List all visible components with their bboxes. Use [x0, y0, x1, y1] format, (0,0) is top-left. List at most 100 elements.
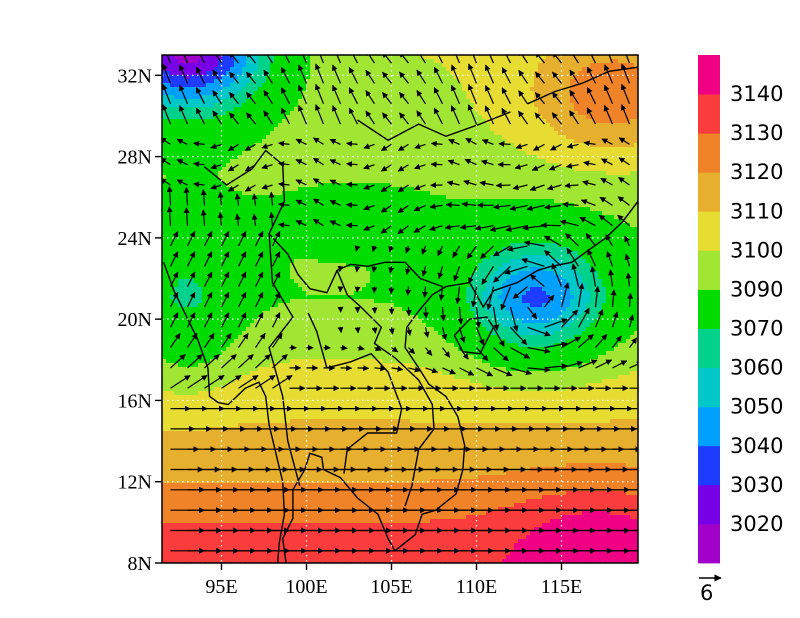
wind-vector — [467, 104, 478, 125]
wind-vector — [532, 143, 545, 151]
wind-vector — [531, 164, 545, 171]
x-tick-label: 100E — [285, 576, 327, 598]
wind-vector — [480, 159, 494, 166]
x-tick-label: 95E — [205, 576, 237, 598]
colorbar-swatch — [698, 250, 720, 290]
wind-vector — [212, 90, 223, 105]
wind-vector — [166, 206, 173, 226]
wind-vector — [227, 184, 239, 192]
coastline-6 — [268, 233, 301, 486]
coastline-9 — [357, 111, 511, 142]
y-tick-label: 24N — [118, 228, 152, 250]
wind-vector — [413, 184, 426, 191]
wind-vector — [254, 291, 264, 308]
wind-vector — [467, 83, 478, 105]
wind-vector — [600, 158, 613, 166]
wind-vector — [186, 312, 196, 328]
wind-vector — [278, 222, 290, 229]
wind-vector — [561, 309, 579, 328]
wind-vector — [162, 83, 172, 105]
wind-vector — [272, 332, 283, 348]
colorbar-swatch — [698, 328, 720, 369]
wind-vector — [220, 251, 230, 267]
wind-vector — [237, 312, 247, 328]
wind-vector — [518, 55, 529, 64]
wind-vector — [278, 201, 290, 208]
wind-vector — [374, 345, 382, 352]
wind-vector — [329, 179, 341, 186]
wind-vector — [450, 84, 461, 105]
wind-vector — [624, 253, 631, 267]
wind-vector — [475, 306, 482, 329]
wind-vector — [195, 87, 206, 105]
wind-vector — [179, 64, 189, 84]
wind-vector — [200, 209, 207, 226]
wind-vector — [603, 84, 614, 105]
wind-vector — [363, 204, 375, 211]
wind-vector — [484, 64, 495, 84]
colorbar-label: 3130 — [730, 121, 783, 145]
wind-vector — [166, 185, 173, 206]
wind-vector — [193, 161, 205, 168]
wind-vector — [348, 66, 359, 84]
wind-vector — [332, 64, 342, 84]
wind-vector — [627, 292, 634, 308]
wind-vector — [203, 291, 213, 308]
wind-vector — [212, 55, 223, 64]
wind-vector — [227, 143, 239, 152]
wind-vector — [586, 86, 597, 105]
y-axis: 8N 12N 16N 20N 24N 28N 32N — [118, 65, 162, 575]
wind-vector — [329, 199, 341, 206]
wind-vector — [186, 271, 196, 287]
wind-vector — [484, 84, 495, 105]
wind-vector — [493, 203, 511, 210]
wind-vector — [621, 63, 631, 84]
wind-vector — [261, 183, 273, 190]
wind-vector — [203, 251, 213, 267]
wind-vector — [337, 265, 344, 273]
wind-vector — [371, 327, 378, 334]
wind-vector — [527, 326, 551, 337]
wind-vector — [484, 105, 495, 125]
wind-vector — [203, 312, 213, 328]
wind-vector — [422, 306, 429, 319]
coastline-7 — [640, 226, 647, 279]
wind-vector — [577, 307, 590, 328]
wind-vector — [583, 140, 596, 147]
wind-vector — [363, 184, 375, 190]
wind-vector — [169, 271, 179, 287]
wind-vector — [475, 327, 485, 346]
wind-vector — [589, 265, 597, 287]
wind-vector — [501, 67, 512, 84]
colorbar-swatch — [698, 172, 720, 212]
wind-vector — [357, 344, 365, 351]
wind-vector — [254, 312, 264, 328]
wind-vector — [594, 309, 604, 328]
wind-vector — [586, 107, 597, 125]
wind-vector — [227, 164, 239, 172]
wind-vector — [582, 180, 596, 186]
wind-vector — [268, 191, 275, 206]
wind-vector — [176, 159, 188, 166]
wind-vector — [254, 230, 264, 247]
wind-vector — [237, 251, 247, 267]
wind-vector — [599, 196, 613, 206]
wind-vector — [413, 204, 426, 212]
wind-vector — [587, 248, 597, 267]
y-tick-label: 32N — [118, 65, 152, 87]
wind-vector — [452, 245, 461, 258]
wind-vector — [406, 327, 412, 336]
wind-vector — [493, 367, 513, 377]
wind-vector — [457, 306, 464, 325]
wind-vector — [510, 367, 533, 376]
wind-vector — [422, 286, 428, 298]
wind-vector — [509, 204, 528, 211]
wind-vector — [611, 311, 619, 328]
wind-vector — [278, 161, 290, 168]
wind-vector — [586, 66, 597, 84]
wind-vector — [295, 179, 307, 186]
wind-vector — [272, 354, 288, 369]
wind-vector — [382, 112, 392, 125]
wind-vector — [578, 334, 594, 349]
wind-vector — [514, 163, 528, 170]
